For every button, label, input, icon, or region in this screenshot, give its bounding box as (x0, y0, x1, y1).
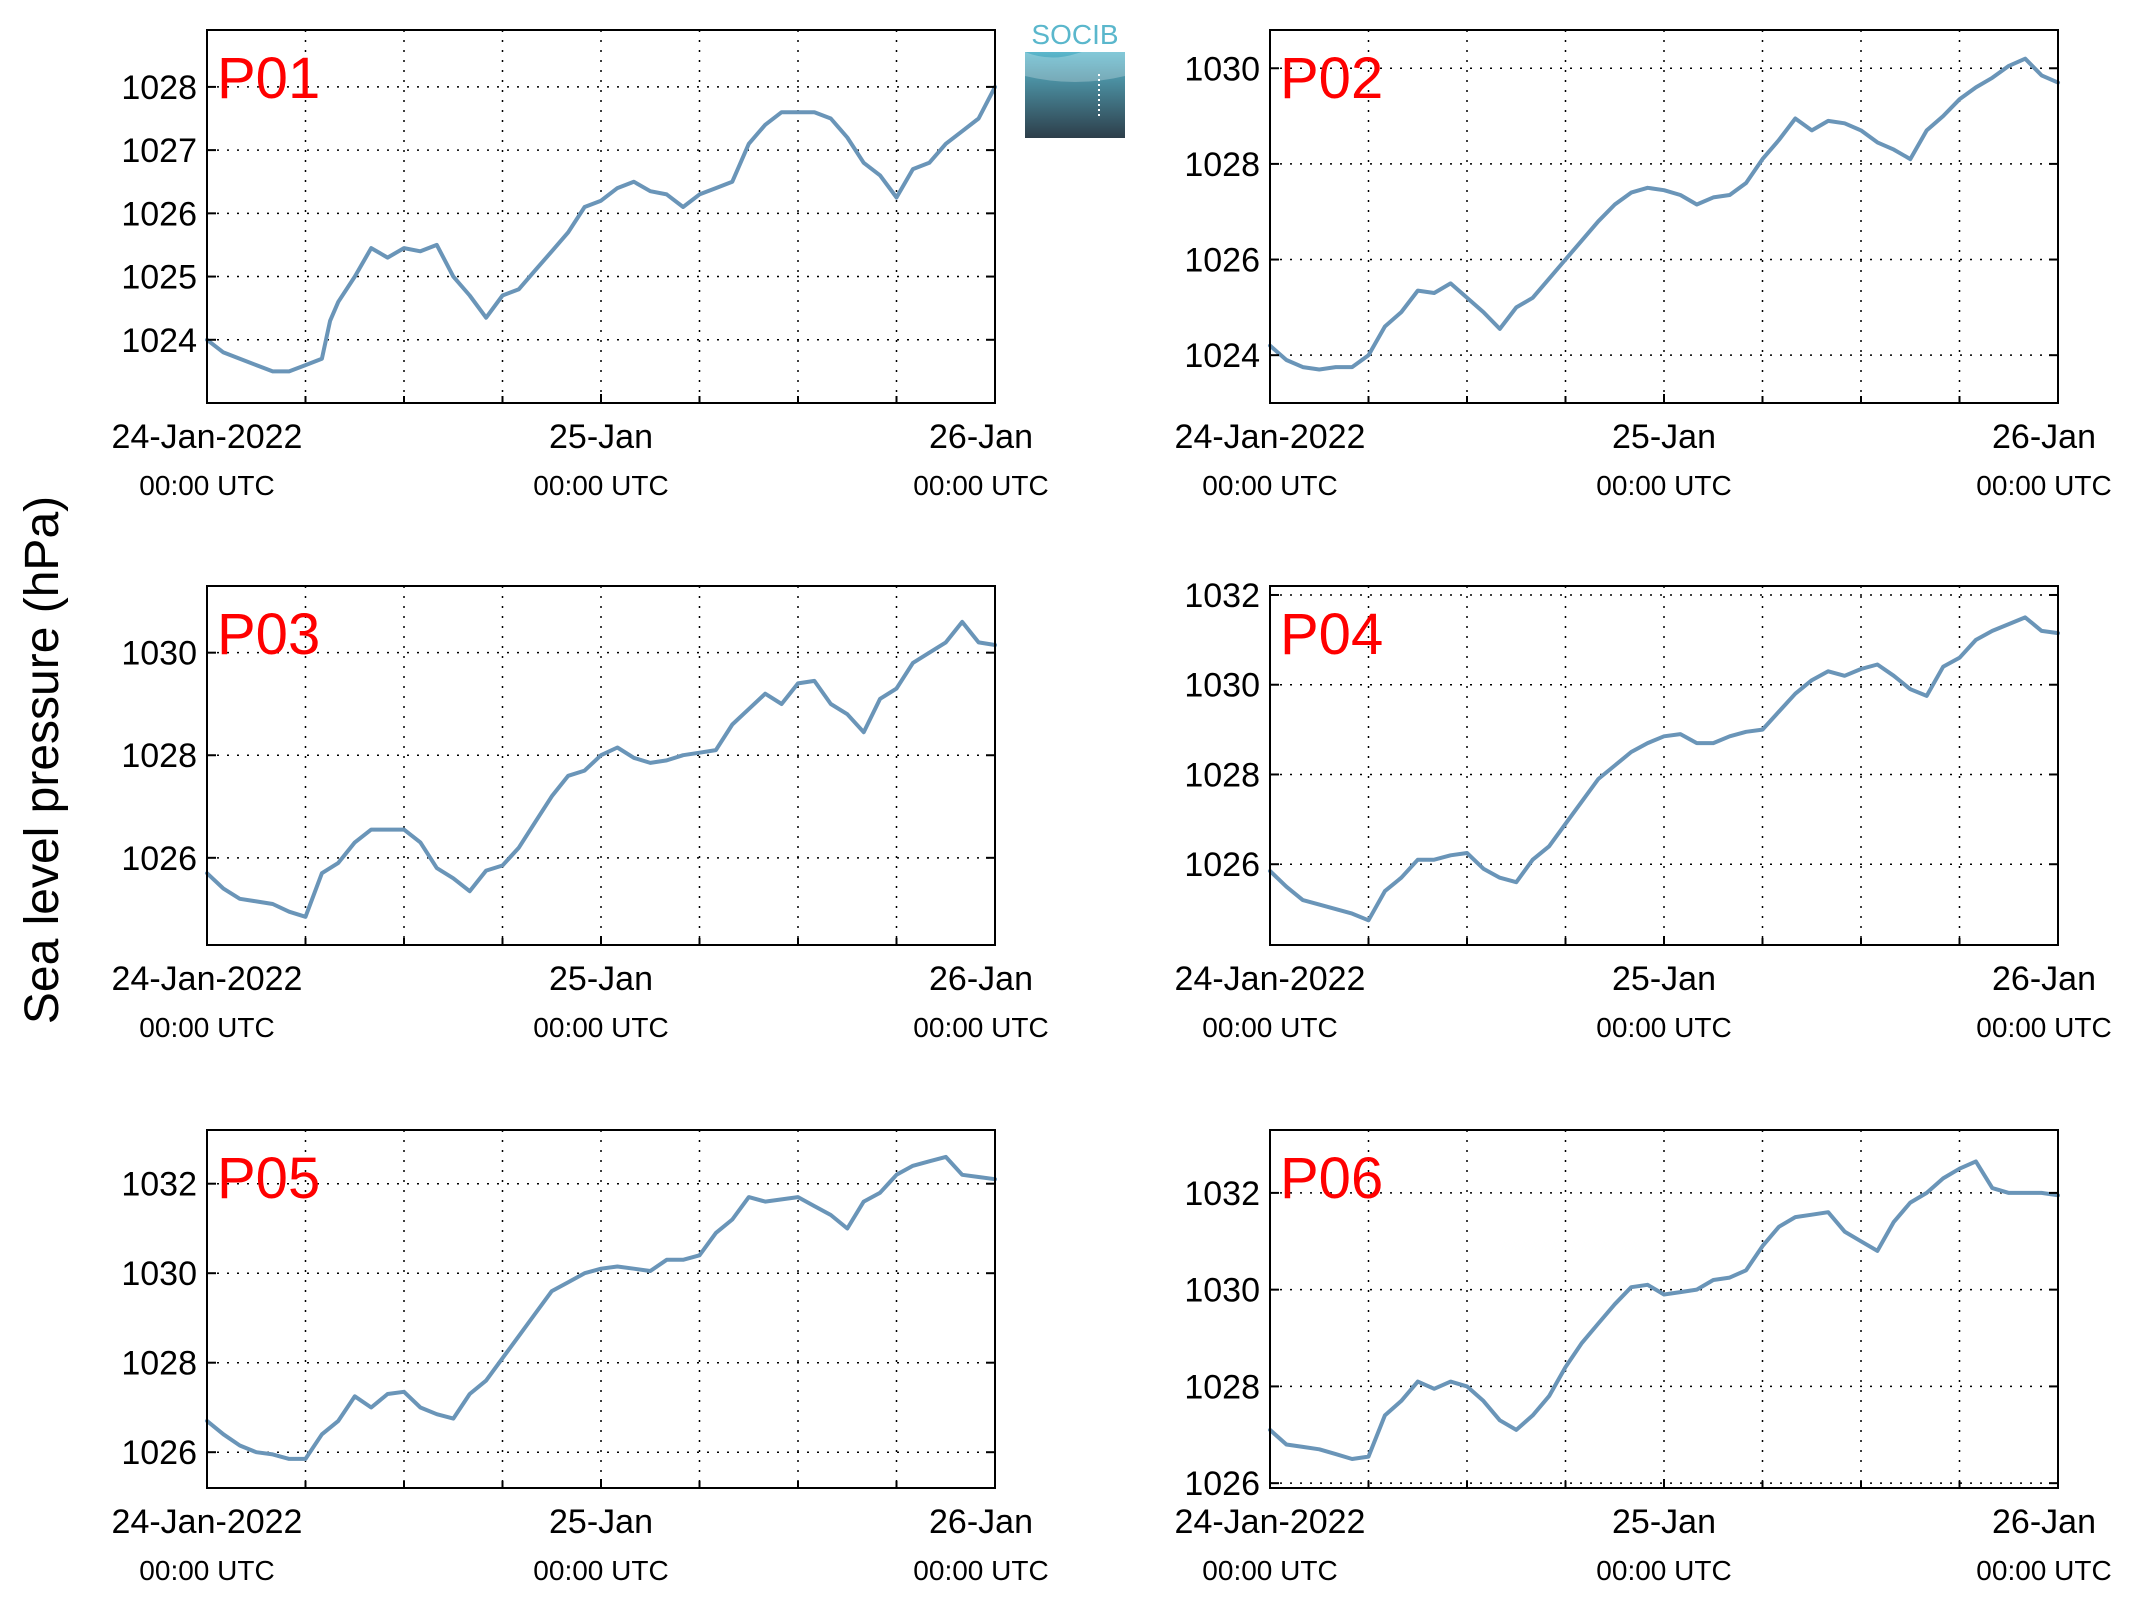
x-tick-label-time: 00:00 UTC (533, 1012, 668, 1043)
station-label-p03: P03 (217, 602, 320, 667)
x-tick-label-date: 24-Jan-2022 (1175, 960, 1366, 998)
y-axis-label: Sea level pressure (hPa) (16, 496, 69, 1024)
logo-text: SOCIB (1031, 19, 1118, 50)
y-tick-label: 1026 (121, 840, 197, 878)
y-tick-label: 1032 (1184, 577, 1260, 615)
y-tick-label: 1032 (1184, 1175, 1260, 1213)
x-tick-label-time: 00:00 UTC (139, 1555, 274, 1586)
panel-p06: 1026 1028 1030 1032 24-Jan-2022 00:00 UTC 25-J… (1175, 1129, 2112, 1586)
x-tick-label-time: 00:00 UTC (139, 470, 274, 501)
y-tick-label: 1026 (1184, 1465, 1260, 1503)
plot-area (1270, 586, 2058, 945)
x-tick-label-date: 24-Jan-2022 (112, 1503, 303, 1541)
plot-area (207, 586, 995, 945)
x-tick-label-time: 00:00 UTC (1202, 1012, 1337, 1043)
station-label-p06: P06 (1280, 1146, 1383, 1211)
y-tick-label: 1032 (121, 1166, 197, 1204)
x-tick-label-date: 25-Jan (1612, 1503, 1716, 1541)
x-tick-label-date: 26-Jan (929, 418, 1033, 456)
x-tick-label-date: 26-Jan (1992, 1503, 2096, 1541)
x-tick-label-date: 25-Jan (1612, 960, 1716, 998)
x-tick-label-date: 25-Jan (1612, 418, 1716, 456)
y-tick-label: 1030 (1184, 1272, 1260, 1310)
x-tick-label-date: 26-Jan (1992, 418, 2096, 456)
y-tick-label: 1026 (1184, 846, 1260, 884)
station-label-p05: P05 (217, 1146, 320, 1211)
x-tick-label-time: 00:00 UTC (913, 470, 1048, 501)
x-tick-label-date: 24-Jan-2022 (112, 960, 303, 998)
x-tick-label-time: 00:00 UTC (1596, 1555, 1731, 1586)
y-tick-label: 1024 (1184, 337, 1260, 375)
socib-logo: SOCIB (1025, 19, 1125, 138)
x-tick-label-date: 24-Jan-2022 (1175, 1503, 1366, 1541)
panel-p03: 1026 1028 1030 24-Jan-2022 00:00 UTC 25-Jan 00… (112, 585, 1049, 1043)
series-line-p04 (1268, 615, 2060, 923)
y-tick-label: 1030 (121, 1255, 197, 1293)
panel-p01: 1024 1025 1026 1027 1028 24-Jan-2022 00:00 UTC… (112, 29, 1049, 501)
x-tick-label-time: 00:00 UTC (1976, 470, 2111, 501)
y-tick-label: 1028 (121, 737, 197, 775)
y-tick-label: 1025 (121, 259, 197, 297)
y-tick-label: 1026 (1184, 242, 1260, 280)
station-label-p04: P04 (1280, 602, 1383, 667)
logo-wave (1025, 49, 1125, 82)
panels: 1024 1025 1026 1027 1028 24-Jan-2022 00:00 UTC… (112, 29, 2112, 1586)
y-tick-label: 1028 (1184, 756, 1260, 794)
x-tick-label-date: 26-Jan (1992, 960, 2096, 998)
x-tick-label-date: 26-Jan (929, 960, 1033, 998)
panel-p05: 1026 1028 1030 1032 24-Jan-2022 00:00 UTC 25-J… (112, 1129, 1049, 1586)
station-label-p02: P02 (1280, 46, 1383, 111)
plot-area (1270, 1130, 2058, 1488)
x-tick-label-time: 00:00 UTC (1202, 1555, 1337, 1586)
y-tick-label: 1028 (1184, 146, 1260, 184)
y-tick-label: 1028 (121, 69, 197, 107)
x-tick-label-time: 00:00 UTC (1976, 1555, 2111, 1586)
y-tick-label: 1028 (1184, 1368, 1260, 1406)
x-tick-label-time: 00:00 UTC (1596, 470, 1731, 501)
series-line-p02 (1268, 56, 2060, 372)
station-label-p01: P01 (217, 46, 320, 111)
x-tick-label-date: 26-Jan (929, 1503, 1033, 1541)
x-tick-label-date: 25-Jan (549, 1503, 653, 1541)
x-tick-label-date: 25-Jan (549, 960, 653, 998)
y-tick-label: 1024 (121, 322, 197, 360)
y-tick-label: 1030 (1184, 667, 1260, 705)
x-tick-label-time: 00:00 UTC (913, 1012, 1048, 1043)
y-tick-label: 1026 (121, 195, 197, 233)
x-tick-label-time: 00:00 UTC (139, 1012, 274, 1043)
series-line-p05 (205, 1154, 997, 1461)
x-tick-label-time: 00:00 UTC (1976, 1012, 2111, 1043)
logo-band (1025, 52, 1125, 138)
x-tick-label-time: 00:00 UTC (533, 470, 668, 501)
panel-p04: 1026 1028 1030 1032 24-Jan-2022 00:00 UTC 25-J… (1175, 577, 2112, 1043)
x-tick-label-date: 25-Jan (549, 418, 653, 456)
x-tick-label-date: 24-Jan-2022 (112, 418, 303, 456)
x-tick-label-time: 00:00 UTC (1202, 470, 1337, 501)
series-line-p06 (1268, 1159, 2060, 1461)
y-tick-label: 1028 (121, 1345, 197, 1383)
plot-area (1270, 30, 2058, 403)
y-tick-label: 1030 (121, 635, 197, 673)
y-tick-label: 1030 (1184, 50, 1260, 88)
series-line-p03 (205, 619, 997, 919)
plot-area (207, 1130, 995, 1488)
y-tick-label: 1026 (121, 1434, 197, 1472)
x-tick-label-time: 00:00 UTC (1596, 1012, 1731, 1043)
y-tick-label: 1027 (121, 132, 197, 170)
panel-p02: 1024 1026 1028 1030 24-Jan-2022 00:00 UTC 25-J… (1175, 29, 2112, 501)
x-tick-label-date: 24-Jan-2022 (1175, 418, 1366, 456)
x-tick-label-time: 00:00 UTC (913, 1555, 1048, 1586)
series-line-p01 (205, 84, 997, 374)
x-tick-label-time: 00:00 UTC (533, 1555, 668, 1586)
